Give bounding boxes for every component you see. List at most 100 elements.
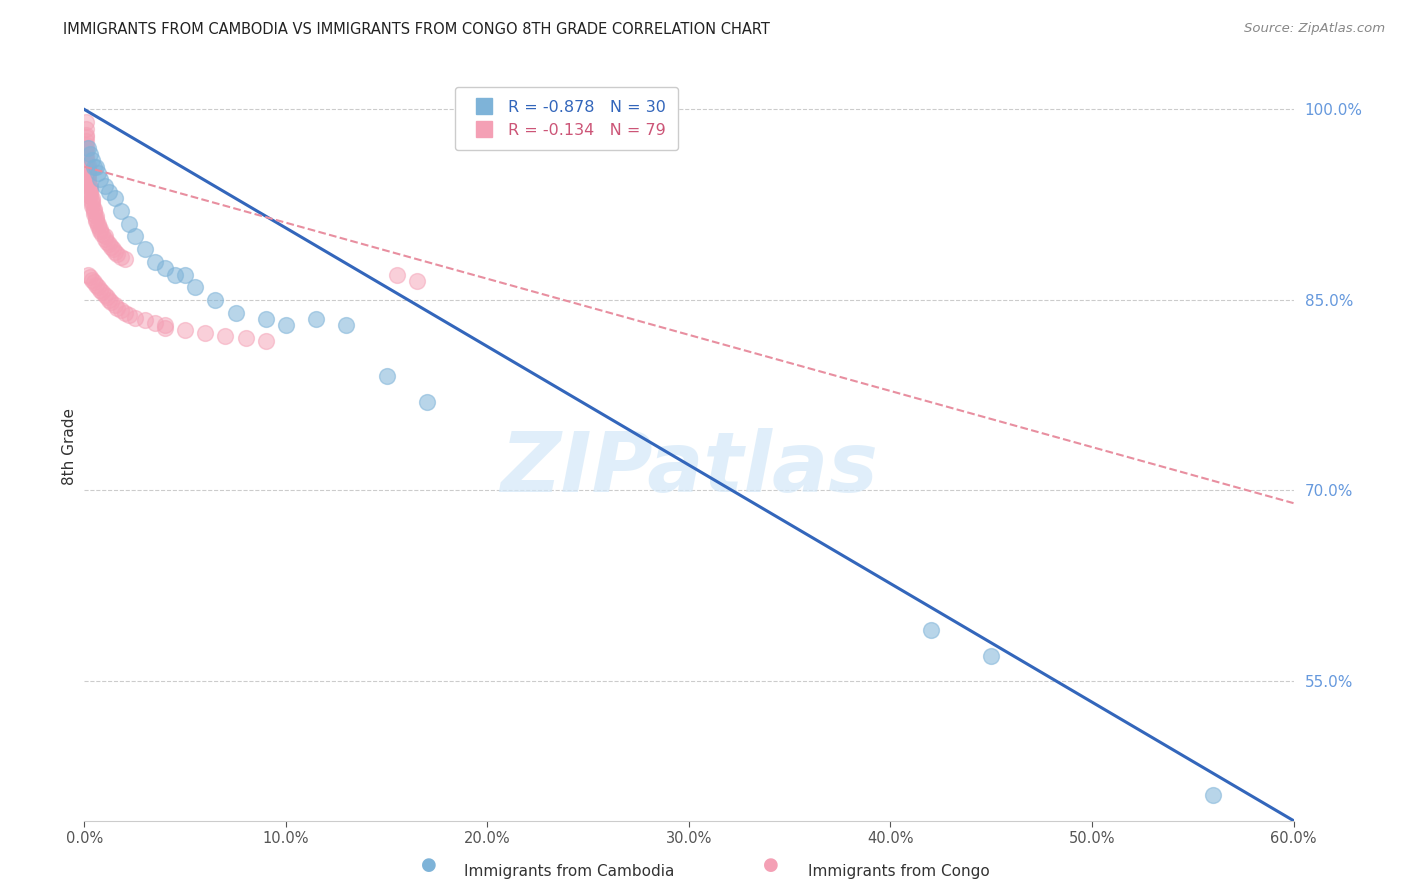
Point bbox=[124, 310, 146, 325]
Point bbox=[93, 232, 115, 246]
Point bbox=[75, 121, 97, 136]
Point bbox=[124, 229, 146, 244]
Point bbox=[980, 648, 1002, 663]
Point bbox=[75, 140, 97, 154]
Point bbox=[86, 209, 108, 223]
Point bbox=[79, 181, 101, 195]
Point bbox=[375, 369, 398, 384]
Point bbox=[75, 128, 97, 142]
Point bbox=[96, 290, 118, 304]
Point bbox=[79, 270, 101, 285]
Point bbox=[93, 229, 115, 244]
Point bbox=[82, 196, 104, 211]
Point bbox=[77, 268, 100, 282]
Point bbox=[97, 185, 120, 199]
Point bbox=[335, 318, 357, 333]
Point bbox=[91, 227, 114, 241]
Point bbox=[86, 160, 108, 174]
Point bbox=[79, 147, 101, 161]
Text: IMMIGRANTS FROM CAMBODIA VS IMMIGRANTS FROM CONGO 8TH GRADE CORRELATION CHART: IMMIGRANTS FROM CAMBODIA VS IMMIGRANTS F… bbox=[63, 22, 770, 37]
Point bbox=[110, 250, 132, 264]
Point bbox=[134, 313, 156, 327]
Point bbox=[87, 217, 110, 231]
Point bbox=[86, 211, 108, 226]
Point bbox=[153, 321, 176, 335]
Point bbox=[83, 206, 105, 220]
Point bbox=[97, 293, 120, 307]
Point bbox=[97, 237, 120, 252]
Point bbox=[79, 186, 101, 201]
Text: ●: ● bbox=[762, 856, 779, 874]
Point bbox=[87, 166, 110, 180]
Point bbox=[118, 217, 141, 231]
Text: ●: ● bbox=[420, 856, 437, 874]
Point bbox=[104, 191, 127, 205]
Point bbox=[86, 214, 108, 228]
Point bbox=[920, 623, 942, 637]
Point bbox=[105, 301, 128, 315]
Point bbox=[82, 191, 104, 205]
Point bbox=[91, 285, 114, 300]
Point bbox=[83, 275, 105, 289]
Point bbox=[1202, 789, 1225, 803]
Point bbox=[100, 295, 122, 310]
Point bbox=[75, 147, 97, 161]
Point bbox=[82, 194, 104, 208]
Point bbox=[165, 268, 187, 282]
Point bbox=[254, 334, 277, 348]
Point bbox=[406, 274, 429, 288]
Point bbox=[79, 178, 101, 193]
Point bbox=[77, 158, 100, 172]
Point bbox=[174, 323, 197, 337]
Point bbox=[77, 169, 100, 183]
Legend: R = -0.878   N = 30, R = -0.134   N = 79: R = -0.878 N = 30, R = -0.134 N = 79 bbox=[456, 87, 679, 151]
Text: Immigrants from Congo: Immigrants from Congo bbox=[808, 863, 990, 879]
Point bbox=[143, 255, 166, 269]
Point bbox=[89, 283, 111, 297]
Point bbox=[110, 303, 132, 318]
Point bbox=[385, 268, 408, 282]
Point bbox=[82, 199, 104, 213]
Point bbox=[75, 130, 97, 145]
Point bbox=[153, 261, 176, 276]
Point bbox=[83, 160, 105, 174]
Point bbox=[75, 134, 97, 148]
Point bbox=[77, 176, 100, 190]
Point bbox=[75, 151, 97, 165]
Point bbox=[96, 235, 118, 249]
Point bbox=[87, 219, 110, 234]
Point bbox=[77, 163, 100, 178]
Point bbox=[87, 280, 110, 294]
Point bbox=[274, 318, 297, 333]
Text: Immigrants from Cambodia: Immigrants from Cambodia bbox=[464, 863, 675, 879]
Point bbox=[194, 326, 217, 340]
Point bbox=[105, 247, 128, 261]
Point bbox=[305, 312, 328, 326]
Point bbox=[75, 153, 97, 168]
Point bbox=[82, 153, 104, 168]
Point bbox=[134, 242, 156, 256]
Point bbox=[83, 204, 105, 219]
Point bbox=[75, 156, 97, 170]
Point bbox=[75, 115, 97, 129]
Point bbox=[101, 242, 124, 256]
Point bbox=[143, 316, 166, 330]
Point bbox=[79, 184, 101, 198]
Point bbox=[89, 222, 111, 236]
Point bbox=[104, 244, 127, 259]
Point bbox=[77, 173, 100, 187]
Point bbox=[235, 331, 257, 345]
Point bbox=[153, 318, 176, 333]
Point bbox=[225, 306, 247, 320]
Point bbox=[77, 161, 100, 175]
Point bbox=[93, 178, 115, 193]
Point bbox=[104, 298, 127, 312]
Point bbox=[174, 268, 197, 282]
Point bbox=[114, 306, 136, 320]
Point bbox=[204, 293, 226, 307]
Point bbox=[77, 166, 100, 180]
Point bbox=[184, 280, 207, 294]
Text: Source: ZipAtlas.com: Source: ZipAtlas.com bbox=[1244, 22, 1385, 36]
Point bbox=[118, 308, 141, 322]
Point bbox=[89, 224, 111, 238]
